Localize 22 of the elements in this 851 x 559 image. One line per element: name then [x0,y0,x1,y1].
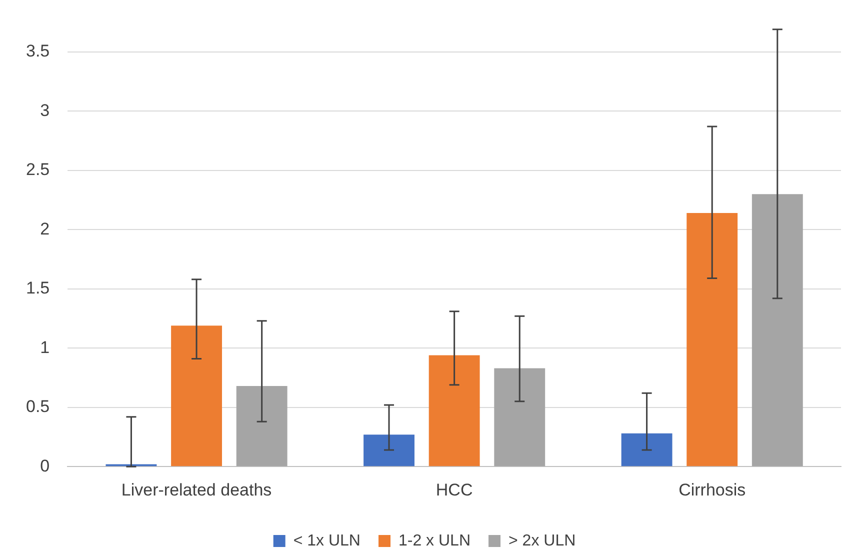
y-tick-label: 2.5 [26,160,50,180]
x-tick-label: HCC [436,480,473,500]
bar [171,326,222,466]
bar [236,386,288,466]
y-tick-label: 1.5 [26,278,50,298]
y-tick-label: 1 [40,338,50,357]
y-tick-label: 2 [40,219,50,238]
bar [494,368,546,466]
bar [752,194,803,466]
bar [621,433,672,466]
y-tick-label: 0.5 [26,397,50,416]
x-tick-label: Liver-related deaths [121,480,272,500]
legend-label: 1-2 x ULN [398,532,471,550]
bar [428,355,480,466]
legend-label: > 2x ULN [508,532,576,550]
bar [686,213,738,466]
y-tick-label: 3.5 [26,42,50,61]
x-tick-label: Cirrhosis [678,480,746,500]
y-tick-label: 0 [40,456,50,476]
y-tick-label: 3 [40,100,50,120]
legend-label: < 1x ULN [293,532,360,550]
bar [364,434,414,466]
